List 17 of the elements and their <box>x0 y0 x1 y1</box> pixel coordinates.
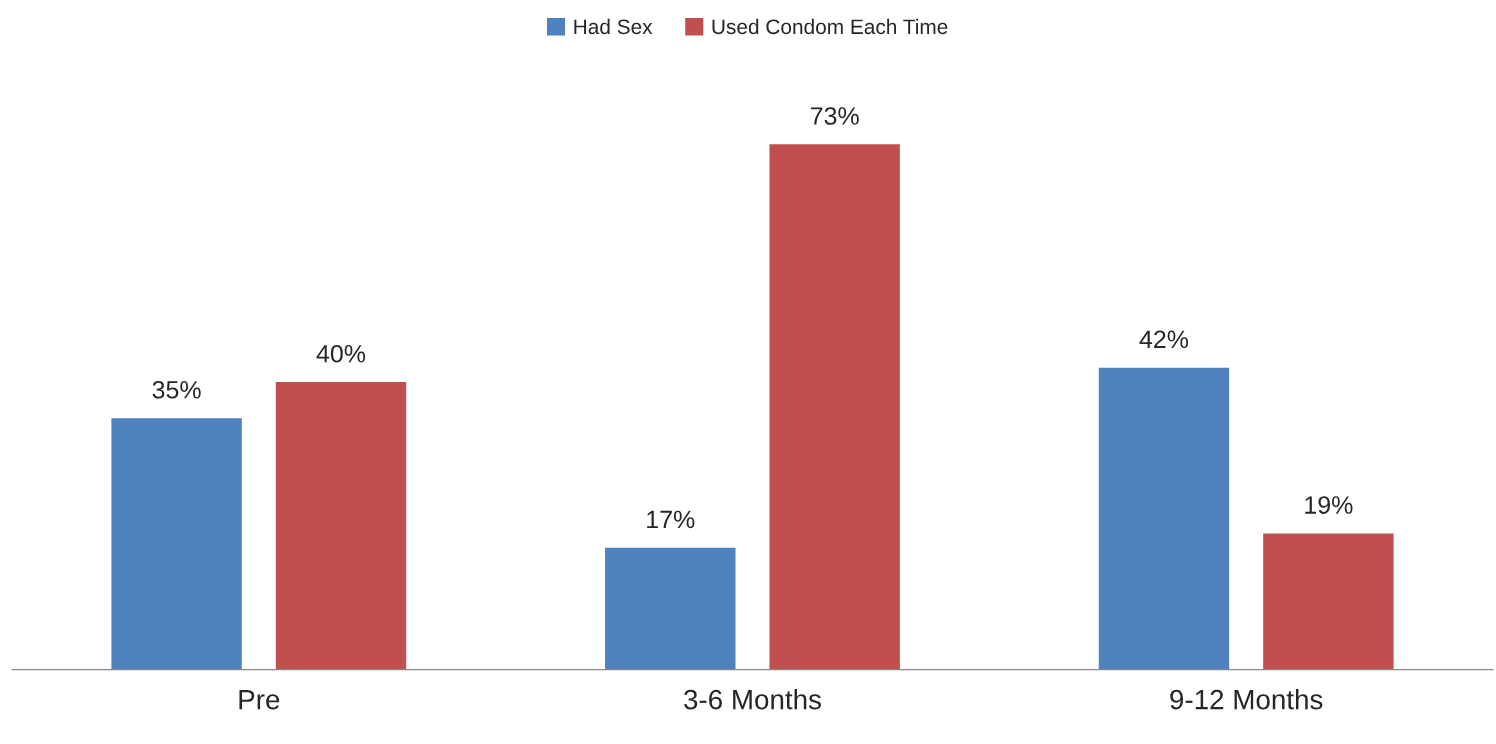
x-tick-label: 9-12 Months <box>1170 689 1323 710</box>
bar <box>1097 366 1231 670</box>
bar <box>110 416 244 670</box>
x-tick-label: Pre <box>239 690 280 710</box>
bar <box>1261 532 1395 670</box>
data-label: 73% <box>810 107 859 125</box>
legend-label: Used Condom Each Time <box>712 18 948 35</box>
bar <box>274 380 408 670</box>
bar <box>603 546 737 670</box>
data-label: 19% <box>1305 496 1353 514</box>
x-tick-label: 3-6 Months <box>684 689 821 710</box>
data-label: 40% <box>316 344 366 363</box>
data-label: 42% <box>1139 330 1189 349</box>
bar <box>768 142 902 670</box>
legend-label: Had Sex <box>574 18 653 35</box>
data-label: 17% <box>647 510 695 529</box>
data-label: 35% <box>152 380 201 399</box>
